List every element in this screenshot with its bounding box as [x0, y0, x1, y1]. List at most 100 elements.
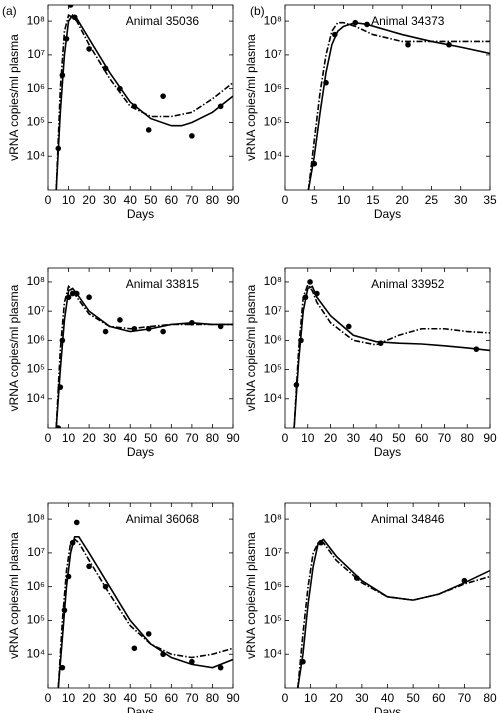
y-tick-label: 10⁵	[264, 115, 282, 129]
y-tick-label: 10⁵	[27, 613, 45, 627]
y-tick-label: 10⁴	[263, 391, 282, 405]
x-tick-label: 10	[62, 431, 76, 445]
x-axis-label: Days	[127, 207, 154, 221]
x-tick-label: 50	[392, 431, 406, 445]
data-point	[117, 317, 123, 323]
axes-frame	[284, 4, 491, 191]
x-tick-label: 10	[62, 193, 76, 207]
x-tick-label: 0	[45, 193, 52, 207]
x-tick-label: 10	[301, 431, 315, 445]
x-tick-label: 60	[432, 691, 446, 705]
chart-title: Animal 33815	[126, 277, 200, 291]
y-tick-label: 10⁷	[264, 47, 282, 61]
x-tick-label: 40	[369, 431, 383, 445]
x-tick-label: 5	[311, 193, 318, 207]
data-point	[217, 664, 224, 671]
x-tick-label: 80	[483, 691, 497, 705]
chart-title: Animal 33952	[371, 277, 445, 291]
y-tick-label: 10⁸	[264, 511, 282, 525]
x-tick-label: 50	[144, 193, 158, 207]
plot-area	[57, 519, 233, 688]
data-point	[86, 563, 92, 570]
x-tick-label: 60	[165, 431, 179, 445]
x-tick-label: 20	[395, 193, 409, 207]
y-tick-label: 10⁸	[264, 13, 282, 27]
x-tick-label: 30	[103, 193, 117, 207]
axes-frame	[284, 502, 491, 689]
x-tick-label: 80	[206, 431, 220, 445]
x-tick-label: 90	[226, 431, 240, 445]
model-line	[55, 14, 233, 190]
y-tick-label: 10⁷	[27, 303, 45, 317]
plot-area	[55, 284, 233, 428]
x-tick-label: 40	[381, 691, 395, 705]
x-tick-label: 60	[165, 691, 179, 705]
x-tick-label: 20	[330, 691, 344, 705]
y-tick-label: 10⁵	[27, 362, 45, 376]
chart-title: Animal 35036	[126, 14, 200, 28]
x-tick-label: 50	[144, 431, 158, 445]
x-axis-label: Days	[374, 207, 401, 221]
x-axis-label: Days	[374, 705, 401, 713]
x-tick-label: 25	[425, 193, 439, 207]
plot-area	[297, 538, 490, 688]
x-tick-label: 30	[355, 691, 369, 705]
y-tick-label: 10⁶	[264, 579, 282, 593]
data-point	[345, 323, 352, 330]
y-tick-label: 10⁷	[264, 303, 282, 317]
x-tick-label: 60	[165, 193, 179, 207]
x-axis-label: Days	[127, 705, 154, 713]
y-tick-label: 10⁶	[27, 81, 45, 95]
chart-title: Animal 34846	[371, 512, 445, 526]
x-tick-label: 90	[226, 691, 240, 705]
x-tick-label: 20	[324, 431, 338, 445]
axes-frame	[47, 502, 234, 689]
data-point	[73, 519, 80, 526]
data-point	[86, 294, 92, 301]
y-tick-label: 10⁴	[263, 148, 282, 162]
model-line	[297, 541, 490, 688]
data-point	[131, 645, 138, 652]
x-tick-label: 10	[304, 691, 318, 705]
y-tick-label: 10⁷	[264, 545, 282, 559]
x-tick-label: 10	[62, 691, 76, 705]
y-axis-label: vRNA copies/ml plasma	[7, 34, 21, 161]
y-tick-label: 10⁶	[264, 333, 282, 347]
x-tick-label: 40	[124, 691, 138, 705]
y-tick-label: 10⁸	[264, 274, 282, 288]
x-tick-label: 30	[347, 431, 361, 445]
y-tick-label: 10⁴	[26, 148, 45, 162]
x-tick-label: 60	[415, 431, 429, 445]
x-tick-label: 50	[144, 691, 158, 705]
y-tick-label: 10⁴	[26, 391, 45, 405]
model-line	[55, 14, 233, 190]
y-tick-label: 10⁸	[27, 511, 45, 525]
data-point	[59, 664, 66, 671]
y-tick-label: 10⁷	[27, 545, 45, 559]
x-tick-label: 30	[103, 431, 117, 445]
y-tick-label: 10⁶	[264, 81, 282, 95]
panel-label: (a)	[2, 4, 17, 18]
axes-frame	[47, 267, 234, 429]
x-tick-label: 40	[124, 431, 138, 445]
x-tick-label: 30	[454, 193, 468, 207]
x-tick-label: 0	[282, 193, 289, 207]
plot-area	[55, 5, 233, 190]
y-axis-label: vRNA copies/ml plasma	[7, 284, 21, 411]
x-tick-label: 20	[82, 691, 96, 705]
chart-title: Animal 36068	[126, 512, 200, 526]
data-point	[307, 279, 313, 285]
x-axis-label: Days	[127, 445, 154, 459]
x-tick-label: 70	[185, 691, 199, 705]
x-tick-label: 80	[206, 691, 220, 705]
model-line	[55, 284, 233, 428]
x-tick-label: 30	[103, 691, 117, 705]
x-tick-label: 15	[366, 193, 380, 207]
model-line	[307, 21, 490, 190]
x-tick-label: 20	[82, 431, 96, 445]
data-point	[102, 328, 109, 335]
y-tick-label: 10⁶	[27, 333, 45, 347]
y-tick-label: 10⁷	[27, 47, 45, 61]
x-tick-label: 0	[282, 431, 289, 445]
